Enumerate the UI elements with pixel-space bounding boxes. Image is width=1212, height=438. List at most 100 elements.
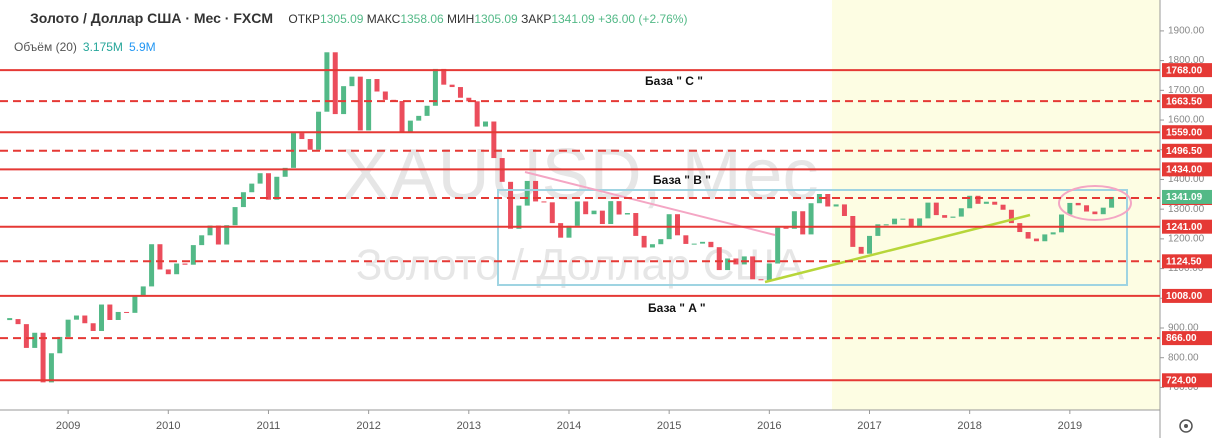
level-label-box <box>1162 94 1212 109</box>
candle <box>474 101 480 127</box>
candle <box>90 323 96 331</box>
candle <box>224 225 230 245</box>
candle <box>99 304 105 331</box>
y-tick-label: 1400.00 <box>1168 174 1205 185</box>
symbol-title: Золото / Доллар США · Мес · FXCM <box>30 10 274 26</box>
candle <box>382 91 388 100</box>
ohlc-label: МАКС <box>366 12 401 26</box>
candle <box>992 201 998 205</box>
level-label: 1663.50 <box>1166 96 1203 107</box>
level-label-box <box>1162 254 1212 269</box>
candle <box>558 223 564 238</box>
candle <box>649 244 655 248</box>
candle <box>841 204 847 216</box>
candle <box>341 86 347 115</box>
ohlc-label: ЗАКР <box>521 12 552 26</box>
candle <box>107 304 113 320</box>
y-tick-label: 1100.00 <box>1168 263 1204 274</box>
candle <box>566 225 572 238</box>
ohlc-value: 1305.09 <box>474 12 518 26</box>
candle <box>82 315 88 324</box>
candle <box>182 263 188 265</box>
candle <box>708 241 714 248</box>
candle <box>332 52 338 115</box>
candle <box>65 319 71 337</box>
highlight-ellipse <box>1058 185 1132 221</box>
candle <box>190 245 196 265</box>
ohlc-label: ОТКР <box>288 12 321 26</box>
candle <box>1058 214 1064 233</box>
level-label: 1008.00 <box>1166 291 1203 302</box>
watermark-group: XAUUSD, Мес Золото / Доллар США <box>342 135 819 290</box>
y-tick-label: 1900.00 <box>1168 26 1205 37</box>
level-label: 1241.00 <box>1166 222 1203 233</box>
level-label: 724.00 <box>1166 375 1197 386</box>
candle <box>900 218 906 220</box>
candle <box>633 213 639 236</box>
candle <box>32 332 38 348</box>
y-tick-label: 1300.00 <box>1168 204 1205 215</box>
candle <box>783 227 789 229</box>
candle <box>132 295 138 313</box>
x-tick-label: 2018 <box>957 420 981 432</box>
level-label: 866.00 <box>1166 333 1197 344</box>
change: +36.00 (+2.76%) <box>598 12 688 26</box>
candle <box>7 318 13 321</box>
candle <box>833 204 839 207</box>
candle <box>1100 207 1106 215</box>
level-label-box <box>1162 373 1212 388</box>
candle <box>174 263 180 275</box>
candle <box>1075 202 1081 206</box>
candle <box>357 76 363 131</box>
candle <box>675 214 681 236</box>
candle <box>574 201 580 226</box>
candle <box>766 263 772 281</box>
candle <box>1033 238 1039 242</box>
candle <box>775 227 781 264</box>
ohlc-label: МИН <box>447 12 475 26</box>
candle <box>115 311 121 320</box>
level-label: 1124.50 <box>1166 256 1202 267</box>
candle <box>933 202 939 216</box>
y-tick-label: 700.00 <box>1168 382 1199 393</box>
level-label: 1559.00 <box>1166 127 1203 138</box>
candle <box>282 167 288 177</box>
candle <box>274 176 280 200</box>
candle <box>416 115 422 121</box>
candle <box>48 353 54 383</box>
candle <box>883 224 889 226</box>
candle <box>858 246 864 254</box>
x-tick-label: 2010 <box>156 420 180 432</box>
candle <box>399 101 405 132</box>
price-label-box <box>1162 189 1212 204</box>
ohlc-value: 1358.06 <box>400 12 444 26</box>
candle <box>1008 209 1014 224</box>
candle <box>800 211 806 235</box>
candle <box>366 79 372 131</box>
level-label-box <box>1162 331 1212 346</box>
candle <box>265 173 271 200</box>
candle <box>599 210 605 225</box>
candle <box>73 315 79 320</box>
level-label: 1434.00 <box>1166 164 1203 175</box>
ohlc-value: 1305.09 <box>320 12 364 26</box>
annotation: База " B " <box>653 173 711 187</box>
candle <box>407 120 413 132</box>
level-label-box <box>1162 219 1212 234</box>
candle <box>508 181 514 229</box>
candle <box>624 213 630 215</box>
candle <box>23 324 29 348</box>
candle <box>149 244 155 287</box>
candle <box>608 201 614 225</box>
volume-legend: Объём (20) 3.175M 5.9M <box>14 40 156 54</box>
candle <box>207 225 213 236</box>
settings-icon[interactable] <box>1179 419 1193 433</box>
candle <box>750 256 756 280</box>
watermark-sub: Золото / Доллар США <box>356 241 805 290</box>
candle <box>1025 232 1031 239</box>
candle <box>466 97 472 102</box>
candle <box>124 311 130 313</box>
candle <box>483 121 489 127</box>
y-tick-label: 1600.00 <box>1168 115 1205 126</box>
